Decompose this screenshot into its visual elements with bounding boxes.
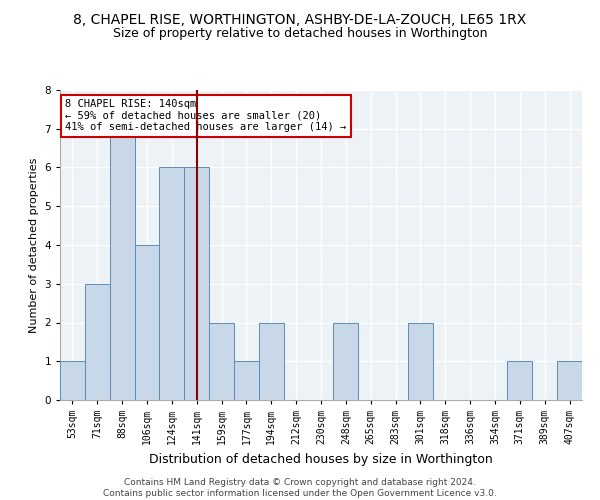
- Text: 8 CHAPEL RISE: 140sqm
← 59% of detached houses are smaller (20)
41% of semi-deta: 8 CHAPEL RISE: 140sqm ← 59% of detached …: [65, 100, 346, 132]
- Y-axis label: Number of detached properties: Number of detached properties: [29, 158, 39, 332]
- Text: Contains HM Land Registry data © Crown copyright and database right 2024.
Contai: Contains HM Land Registry data © Crown c…: [103, 478, 497, 498]
- Bar: [234, 361, 259, 400]
- Bar: [134, 245, 160, 400]
- Bar: [334, 322, 358, 400]
- Bar: [85, 284, 110, 400]
- Bar: [60, 361, 85, 400]
- Bar: [408, 322, 433, 400]
- Text: 8, CHAPEL RISE, WORTHINGTON, ASHBY-DE-LA-ZOUCH, LE65 1RX: 8, CHAPEL RISE, WORTHINGTON, ASHBY-DE-LA…: [73, 12, 527, 26]
- Text: Size of property relative to detached houses in Worthington: Size of property relative to detached ho…: [113, 28, 487, 40]
- Bar: [508, 361, 532, 400]
- Bar: [160, 168, 184, 400]
- Bar: [110, 128, 134, 400]
- Bar: [557, 361, 582, 400]
- Bar: [184, 168, 209, 400]
- Bar: [209, 322, 234, 400]
- X-axis label: Distribution of detached houses by size in Worthington: Distribution of detached houses by size …: [149, 452, 493, 466]
- Bar: [259, 322, 284, 400]
